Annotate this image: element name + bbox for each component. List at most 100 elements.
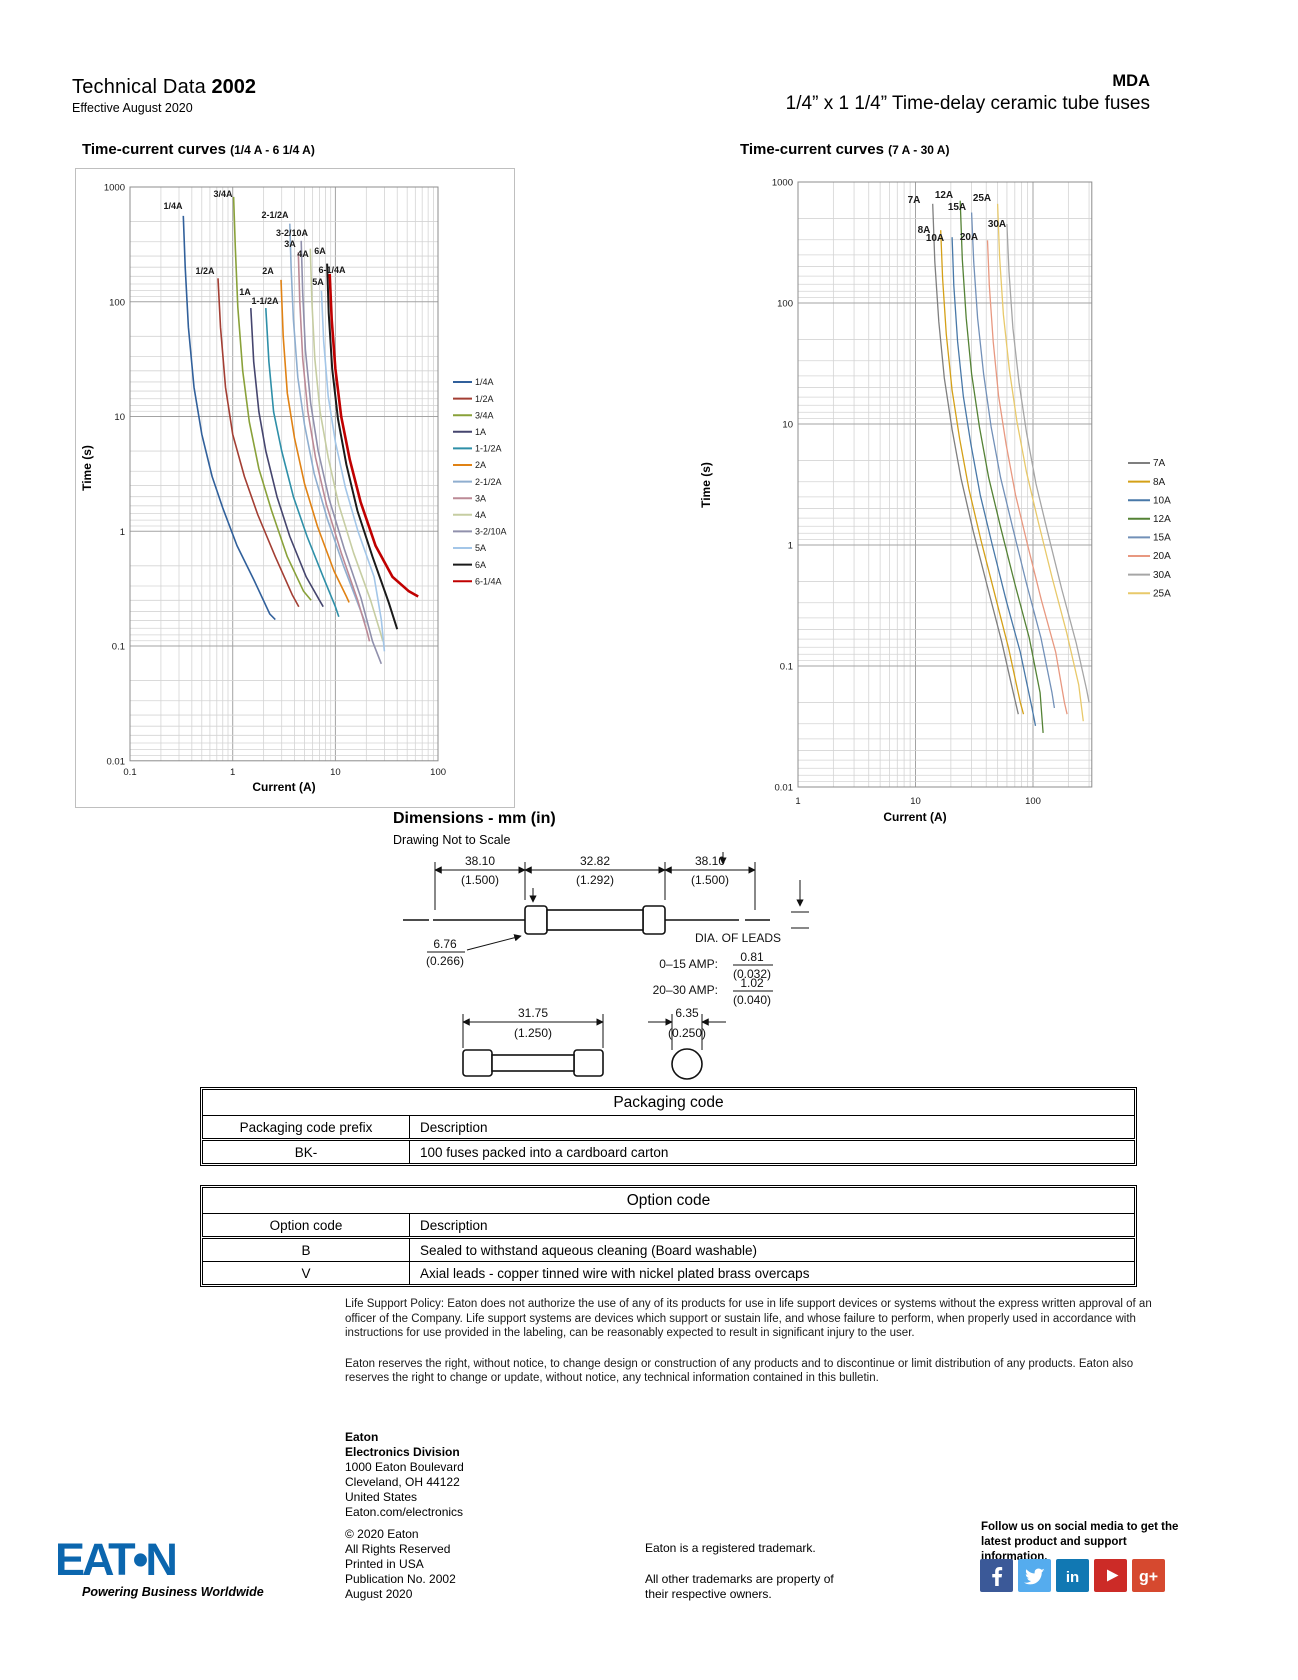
youtube-icon[interactable]	[1094, 1559, 1127, 1592]
facebook-icon[interactable]	[980, 1559, 1013, 1592]
column-header: Description	[409, 1213, 1135, 1239]
curve-label: 7A	[908, 195, 921, 206]
copyright-block: © 2020 Eaton All Rights Reserved Printed i…	[345, 1527, 456, 1602]
eaton-logo-text: EAT•N	[55, 1534, 175, 1584]
legend-label: 20A	[1153, 551, 1171, 562]
grid	[129, 186, 438, 761]
table-cell: Axial leads - copper tinned wire with ni…	[409, 1261, 1135, 1285]
legend-label: 2-1/2A	[475, 477, 502, 487]
table-cell: V	[202, 1261, 410, 1285]
chart2-title-range: (7 A - 30 A)	[888, 143, 950, 157]
amp2-in: (0.040)	[733, 993, 771, 1007]
legend-label: 30A	[1153, 570, 1171, 581]
y-tick-label: 100	[109, 297, 125, 308]
legend-label: 8A	[1153, 477, 1166, 488]
legend-label: 3A	[475, 493, 486, 503]
series-line-5A	[320, 290, 386, 652]
series-line-12A	[959, 200, 1044, 733]
series-line-6A	[326, 263, 399, 630]
list-item: Printed in USA	[345, 1557, 424, 1571]
curve-label: 12A	[935, 190, 953, 201]
column-header: Description	[409, 1115, 1135, 1141]
curve-label: 20A	[960, 232, 978, 243]
dim-lead-left-in: (1.500)	[461, 873, 499, 887]
y-tick-label: 1	[788, 541, 793, 552]
social-heading: Follow us on social media to get the lat…	[981, 1521, 1179, 1563]
list-item: 1000 Eaton Boulevard	[345, 1460, 464, 1474]
website-link[interactable]: Eaton.com/electronics	[345, 1505, 464, 1519]
legend-label: 4A	[475, 510, 486, 520]
division-name: Electronics Division	[345, 1445, 460, 1459]
chart2-title: Time-current curves (7 A - 30 A)	[740, 141, 949, 158]
legend-label: 1A	[475, 427, 486, 437]
y-tick-label: 1	[120, 527, 125, 538]
series-line-2A	[280, 279, 350, 603]
amp1-mm: 0.81	[740, 950, 764, 964]
chart-legend: 1/4A 1/2A 3/4A 1A 1-1/2A 2A 2-1/2A 3A 4A 3-2/10A 5…	[453, 377, 507, 586]
y-tick-label: 1000	[104, 183, 125, 194]
x-tick-label: 10	[330, 767, 341, 778]
x-axis-title: Current (A)	[883, 810, 946, 824]
dimensions-note: Drawing Not to Scale	[393, 833, 511, 847]
grid	[797, 181, 1092, 787]
doc-number: 2002	[211, 76, 257, 98]
y-tick-label: 0.01	[775, 783, 794, 794]
address-block: Eaton Electronics Division 1000 Eaton Bo…	[345, 1430, 464, 1520]
curve-label: 25A	[973, 193, 991, 204]
trademark-line: Eaton is a registered trademark.	[645, 1541, 816, 1555]
dim-lead-left-mm: 38.10	[465, 854, 495, 868]
packaging-code-table: Packaging code Packaging code prefix Descr…	[200, 1087, 1137, 1166]
curve-label: 5A	[312, 277, 324, 287]
twitter-icon[interactable]	[1018, 1559, 1051, 1592]
curve-label: 30A	[988, 219, 1006, 230]
curve-label: 3/4A	[213, 189, 233, 199]
legend-label: 1/2A	[475, 394, 494, 404]
series-line-3-2/10A	[300, 240, 383, 665]
series-line-7A	[932, 203, 1019, 715]
legend-label: 3/4A	[475, 410, 494, 420]
amp1-in: (0.032)	[733, 967, 771, 981]
document-title: Technical Data 2002	[72, 76, 256, 99]
chart-legend: 7A 8A 10A 12A 15A 20A 30A 25A	[1128, 458, 1171, 599]
time-current-chart-small-ratings: 1/4A 1/2A 3/4A 1A 1-1/2A 2A 2-1/2A 3A 4A 3-2/10A 5…	[75, 168, 515, 808]
life-support-policy: Life Support Policy: Eaton does not auth…	[345, 1298, 1152, 1339]
series-line-2-1/2A	[289, 223, 366, 623]
dim-lead-right-in: (1.500)	[691, 873, 729, 887]
dim-lead-right-mm: 38.10	[695, 854, 725, 868]
x-tick-label: 10	[910, 796, 921, 807]
legend-label: 3-2/10A	[475, 527, 507, 537]
y-tick-label: 0.01	[107, 756, 126, 767]
curve-label: 1/2A	[195, 266, 215, 276]
chart1-title-text: Time-current curves	[82, 141, 226, 158]
curve-label: 8A	[918, 225, 931, 236]
list-item: United States	[345, 1490, 418, 1504]
eaton-logo: EAT•N	[55, 1534, 178, 1584]
dim-body-caps-mm: 32.82	[580, 854, 610, 868]
series-line-1-1/2A	[265, 308, 340, 617]
effective-date: Effective August 2020	[72, 101, 193, 115]
list-item: © 2020 Eaton	[345, 1527, 419, 1541]
list-item: Publication No. 2002	[345, 1572, 456, 1586]
google-plus-icon[interactable]: g+	[1132, 1559, 1165, 1592]
curve-label: 3-2/10A	[276, 228, 309, 238]
table-row: V Axial leads - copper tinned wire with n…	[202, 1261, 1135, 1285]
chart1-title: Time-current curves (1/4 A - 6 1/4 A)	[82, 141, 315, 158]
product-code: MDA	[1112, 72, 1150, 90]
curve-label: 2A	[262, 266, 274, 276]
column-header: Option code	[202, 1213, 410, 1239]
x-tick-label: 0.1	[123, 767, 136, 778]
curve-label: 1/4A	[163, 201, 183, 211]
linkedin-icon[interactable]: in	[1056, 1559, 1089, 1592]
dim-body-caps-in: (1.292)	[576, 873, 614, 887]
trademark-line-2: All other trademarks are property of the…	[645, 1572, 834, 1601]
list-item: August 2020	[345, 1587, 413, 1601]
list-item: All Rights Reserved	[345, 1542, 451, 1556]
dimensions-heading: Dimensions - mm (in)	[393, 810, 556, 827]
legend-label: 12A	[1153, 514, 1171, 525]
amp-range-2: 20–30 AMP:	[653, 983, 718, 997]
series-line-30A	[1006, 223, 1090, 703]
y-tick-label: 1000	[772, 178, 793, 189]
y-tick-label: 0.1	[112, 642, 125, 653]
series-line-4A	[309, 248, 384, 642]
curve-label: 3A	[284, 239, 296, 249]
